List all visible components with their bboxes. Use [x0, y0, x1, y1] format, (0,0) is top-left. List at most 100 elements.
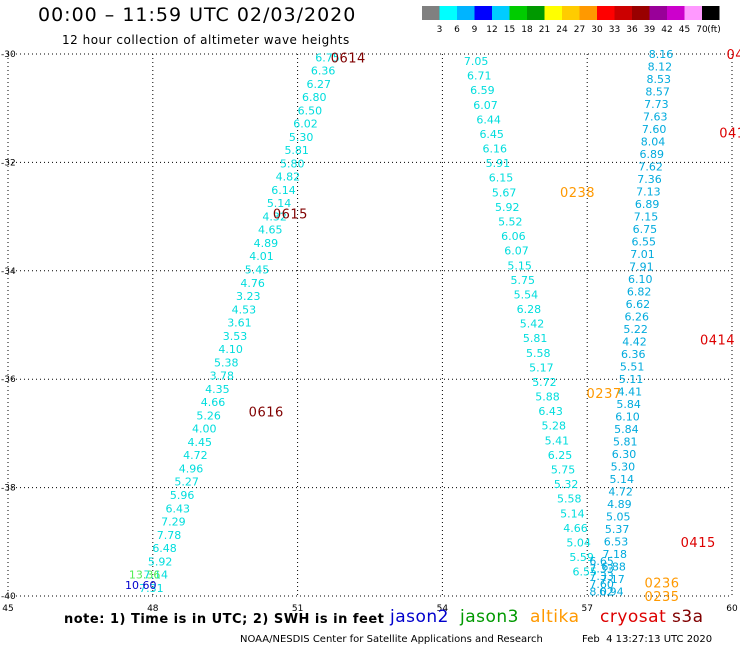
wave-height-label: 4.66 [201, 396, 226, 409]
wave-height-label: 6.45 [479, 128, 504, 141]
colorbar-label: 39 [644, 25, 656, 35]
colorbar-label: 27 [574, 25, 585, 35]
wave-height-label: 6.26 [625, 311, 650, 324]
wave-height-label: 6.65 [589, 555, 614, 568]
wave-height-label: 4.72 [183, 449, 208, 462]
wave-height-label: 7.91 [629, 261, 654, 274]
wave-height-label: 6.10 [628, 273, 653, 286]
colorbar-label: 12 [486, 25, 497, 35]
wave-height-label: 6.89 [635, 198, 660, 211]
wave-height-label: 6.75 [315, 51, 340, 64]
wave-height-label: 6.36 [621, 348, 646, 361]
wave-height-label: 6.59 [470, 84, 495, 97]
wave-height-label: 4.45 [188, 436, 213, 449]
wave-height-label: 5.30 [611, 461, 636, 474]
colorbar-swatch [439, 6, 457, 20]
wave-height-label: 6.02 [293, 118, 318, 131]
x-tick-label: 60 [726, 604, 738, 612]
units-note: note: 1) Time is in UTC; 2) SWH is in fe… [64, 612, 385, 627]
wave-height-label: 5.81 [613, 436, 638, 449]
wave-height-label: 7.17 [600, 573, 625, 586]
page-title: 00:00 – 11:59 UTC 02/03/2020 [38, 4, 357, 26]
y-tick-label: -40 [1, 592, 16, 602]
wave-height-label: 6.43 [538, 405, 563, 418]
colorbar-label: 30 [591, 25, 603, 35]
wave-height-label: 7.60 [642, 123, 667, 136]
wave-height-label: 6.80 [302, 91, 327, 104]
wave-height-label: 6.50 [298, 104, 323, 117]
pass-time-label: 0614 [331, 51, 366, 66]
wave-height-label: 5.91 [486, 157, 511, 170]
wave-height-label: 4.32 [262, 210, 287, 223]
pass-time-label: 0238 [560, 186, 595, 201]
wave-height-label: 6.27 [306, 78, 331, 91]
wave-height-label: 3.23 [236, 290, 261, 303]
wave-height-label: 6.94 [599, 586, 624, 599]
wave-height-label: 5.42 [520, 318, 545, 331]
wave-height-label: 5.81 [284, 144, 309, 157]
wave-height-label: 4.76 [240, 277, 265, 290]
colorbar-label: 3 [437, 25, 443, 35]
y-tick-label: -32 [1, 158, 16, 168]
wave-height-label: 5.14 [560, 507, 585, 520]
wave-height-label: 5.52 [498, 216, 523, 229]
colorbar-swatch [702, 6, 720, 20]
wave-height-label: 5.27 [174, 476, 199, 489]
wave-height-label: 6.44 [476, 113, 501, 126]
wave-height-label: 7.60 [589, 578, 614, 591]
wave-height-label: 5.72 [532, 376, 557, 389]
wave-height-label: 5.38 [214, 356, 239, 369]
wave-height-label: 5.58 [526, 347, 551, 360]
y-tick-label: -30 [1, 50, 16, 60]
colorbar-label: 6 [454, 25, 460, 35]
wave-height-label: 7.33 [589, 570, 614, 583]
pass-time-label: 0414 [700, 334, 735, 349]
legend-cryosat: cryosat [600, 607, 667, 627]
colorbar-label: 24 [556, 25, 568, 35]
pass-time-label: 0415 [681, 536, 716, 551]
wave-height-label: 6.43 [166, 502, 191, 515]
page-subtitle: 12 hour collection of altimeter wave hei… [62, 33, 350, 47]
wave-height-label: 4.89 [254, 237, 279, 250]
colorbar-swatch [667, 6, 685, 20]
pass-time-label: 0237 [587, 387, 622, 402]
legend-jason2: jason2 [390, 607, 449, 627]
wave-height-label: 6.53 [604, 536, 629, 549]
pass-time-label: 0412 [727, 48, 740, 63]
wave-height-label: 7.29 [161, 516, 186, 529]
wave-height-label: 5.81 [523, 332, 548, 345]
wave-height-label: 5.15 [507, 259, 532, 272]
x-tick-label: 51 [292, 604, 303, 612]
wave-height-label: 4.41 [618, 386, 643, 399]
wave-height-label: 6.75 [633, 223, 658, 236]
wave-height-label: 4.96 [179, 462, 204, 475]
wave-height-label: 6.25 [548, 449, 573, 462]
pass-time-label: 0615 [273, 207, 308, 222]
colorbar-label: 18 [521, 25, 533, 35]
wave-height-label: 8.16 [649, 48, 674, 61]
wave-height-label: 7.73 [644, 98, 669, 111]
pass-time-label: 0413 [719, 127, 740, 142]
wave-height-label: 4.10 [218, 343, 243, 356]
wave-height-label: 5.92 [495, 201, 520, 214]
wave-height-label: 6.48 [152, 542, 177, 555]
wave-height-label: 5.59 [569, 551, 594, 564]
wave-height-label: 5.14 [267, 197, 292, 210]
legend-s3a: s3a [672, 607, 704, 627]
y-tick-label: -36 [1, 375, 16, 385]
wave-height-label: 5.37 [605, 523, 630, 536]
wave-height-label: 5.84 [616, 398, 641, 411]
wave-height-label: 5.32 [554, 478, 579, 491]
wave-height-label: 6.28 [517, 303, 542, 316]
wave-height-colorbar: 3 6 9 12 15 18 21 24 27 30 33 36 39 42 45 70 (ft) [422, 6, 721, 35]
wave-height-label: 5.80 [280, 157, 305, 170]
colorbar-label: 70 [696, 25, 708, 35]
wave-height-label: 10.60 [125, 579, 157, 592]
wave-height-label: 5.05 [606, 511, 631, 524]
wave-height-label: 8.57 [645, 86, 670, 99]
wave-height-label: 6.89 [640, 148, 665, 161]
wave-height-label: 4.66 [563, 522, 588, 535]
wave-height-label: 7.62 [638, 161, 663, 174]
wave-height-label: 4.42 [622, 336, 647, 349]
wave-height-label: 4.72 [608, 486, 633, 499]
